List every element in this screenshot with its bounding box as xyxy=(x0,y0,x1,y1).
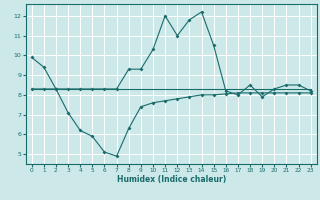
X-axis label: Humidex (Indice chaleur): Humidex (Indice chaleur) xyxy=(116,175,226,184)
